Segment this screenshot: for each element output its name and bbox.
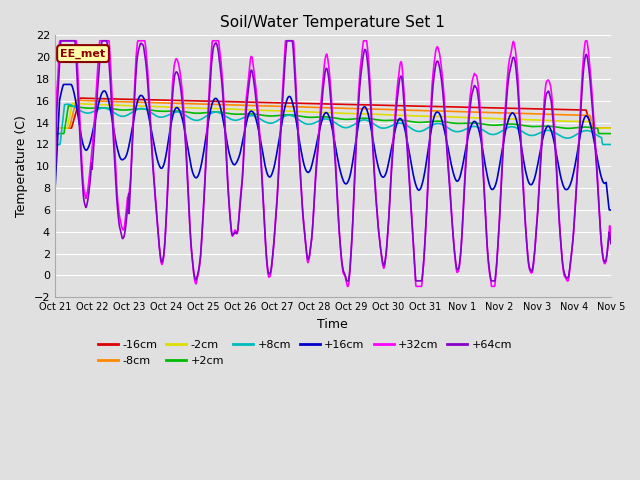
+16cm <box>175 107 183 112</box>
+2cm <box>492 122 500 128</box>
+8cm <box>237 116 245 122</box>
+32cm <box>237 188 245 193</box>
-16cm <box>607 125 614 131</box>
+16cm <box>237 146 245 152</box>
+2cm <box>65 103 72 108</box>
+64cm <box>237 191 245 197</box>
+64cm <box>161 231 169 237</box>
Title: Soil/Water Temperature Set 1: Soil/Water Temperature Set 1 <box>220 15 445 30</box>
+16cm <box>60 82 68 87</box>
+2cm <box>420 120 428 125</box>
-16cm <box>175 97 183 103</box>
+32cm <box>541 84 549 90</box>
Line: +64cm: +64cm <box>55 41 611 281</box>
-16cm <box>161 97 169 103</box>
-2cm <box>607 125 614 131</box>
+8cm <box>492 131 500 137</box>
-8cm <box>492 110 500 116</box>
Line: +2cm: +2cm <box>55 106 611 133</box>
+2cm <box>541 123 549 129</box>
-16cm <box>51 125 59 131</box>
+32cm <box>493 265 500 271</box>
+32cm <box>344 284 351 289</box>
+16cm <box>161 156 169 161</box>
+2cm <box>607 131 614 136</box>
-2cm <box>68 100 76 106</box>
-8cm <box>541 111 549 117</box>
+32cm <box>175 63 183 69</box>
-2cm <box>161 104 169 110</box>
+8cm <box>607 142 614 147</box>
-2cm <box>51 125 59 131</box>
+64cm <box>493 264 500 269</box>
+8cm <box>64 101 72 107</box>
+64cm <box>175 75 183 81</box>
+64cm <box>57 38 65 44</box>
+32cm <box>420 257 428 263</box>
+64cm <box>420 257 428 263</box>
+8cm <box>175 109 183 115</box>
Line: +8cm: +8cm <box>55 104 611 144</box>
+2cm <box>237 111 245 117</box>
-2cm <box>492 116 500 121</box>
+16cm <box>605 207 613 213</box>
Y-axis label: Temperature (C): Temperature (C) <box>15 115 28 217</box>
-2cm <box>237 107 245 112</box>
+64cm <box>343 278 351 284</box>
Line: +32cm: +32cm <box>55 41 611 287</box>
+16cm <box>607 207 614 213</box>
+32cm <box>607 237 614 243</box>
-16cm <box>237 99 245 105</box>
-8cm <box>175 101 183 107</box>
-8cm <box>420 108 428 113</box>
Line: -2cm: -2cm <box>55 103 611 128</box>
-16cm <box>541 106 549 112</box>
+2cm <box>175 108 183 114</box>
Legend: -16cm, -8cm, -2cm, +2cm, +8cm, +16cm, +32cm, +64cm: -16cm, -8cm, -2cm, +2cm, +8cm, +16cm, +3… <box>93 336 516 370</box>
+16cm <box>420 176 428 181</box>
-2cm <box>541 118 549 123</box>
-2cm <box>420 113 428 119</box>
+8cm <box>541 128 549 133</box>
+32cm <box>161 231 169 237</box>
+16cm <box>51 189 59 194</box>
Line: +16cm: +16cm <box>55 84 611 210</box>
-16cm <box>492 105 500 111</box>
Line: -8cm: -8cm <box>55 100 611 128</box>
+64cm <box>51 174 59 180</box>
-8cm <box>51 125 59 131</box>
+32cm <box>56 38 64 44</box>
+16cm <box>492 180 500 186</box>
-16cm <box>76 95 84 101</box>
+2cm <box>51 131 59 136</box>
+32cm <box>51 186 59 192</box>
+8cm <box>51 142 59 147</box>
+8cm <box>420 128 428 133</box>
Line: -16cm: -16cm <box>55 98 611 128</box>
-16cm <box>420 103 428 109</box>
-8cm <box>607 125 614 131</box>
+64cm <box>607 241 614 247</box>
+16cm <box>541 127 549 133</box>
-8cm <box>161 100 169 106</box>
+2cm <box>161 108 169 114</box>
-8cm <box>237 102 245 108</box>
Text: EE_met: EE_met <box>60 48 106 59</box>
-8cm <box>72 97 80 103</box>
X-axis label: Time: Time <box>317 318 348 331</box>
-2cm <box>175 105 183 110</box>
+8cm <box>161 113 169 119</box>
+64cm <box>541 96 549 101</box>
